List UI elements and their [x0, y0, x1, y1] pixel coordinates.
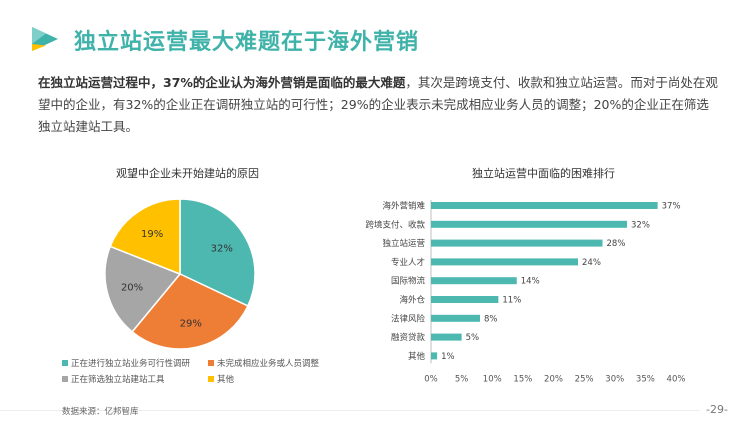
x-tick-label: 5% [455, 374, 469, 384]
bar-category-label: 其他 [408, 351, 426, 362]
legend-label: 正在筛选独立站建站工具 [71, 375, 165, 385]
legend-label: 正在进行独立站业务可行性调研 [71, 359, 191, 369]
x-tick-label: 15% [513, 374, 532, 384]
x-tick-label: 20% [544, 374, 563, 384]
pie-chart-title: 观望中企业未开始建站的原因 [116, 167, 259, 180]
bar [431, 296, 499, 303]
legend-swatch [208, 376, 214, 382]
bar [431, 352, 438, 360]
legend-label: 其他 [217, 375, 235, 385]
bar [431, 220, 627, 228]
bar-category-label: 海外仓 [399, 295, 425, 306]
legend-swatch [62, 360, 68, 366]
bar-value-label: 14% [521, 277, 540, 287]
bar-value-label: 5% [466, 333, 480, 343]
bar-value-label: 37% [662, 202, 681, 212]
legend-swatch [208, 360, 214, 366]
bar [431, 202, 658, 209]
legend-swatch [62, 376, 68, 382]
footer-divider [0, 410, 700, 411]
pie-slice-label: 19% [141, 229, 163, 240]
brand-logo-icon [32, 27, 58, 51]
x-tick-label: 35% [636, 374, 655, 384]
pie-chart: 32% 29% 20% 19% [104, 198, 256, 350]
bar [431, 277, 517, 285]
summary-bold-text: 在独立站运营过程中，37%的企业认为海外营销是面临的最大难题 [38, 75, 406, 90]
bar-category-label: 法律风险 [391, 313, 426, 324]
bar [431, 258, 578, 266]
pie-slice-label: 29% [180, 318, 202, 329]
bar-category-label: 融资贷款 [391, 332, 426, 343]
bar-value-label: 32% [631, 220, 650, 230]
x-tick-label: 40% [667, 374, 686, 384]
pie-legend-item: 未完成相应业务或人员调整 [208, 357, 319, 369]
bar-category-label: 专业人才 [391, 257, 425, 268]
summary-paragraph: 在独立站运营过程中，37%的企业认为海外营销是面临的最大难题，其次是跨境支付、收… [38, 72, 718, 138]
pie-slice-label: 20% [121, 282, 143, 293]
bar [431, 333, 462, 341]
bar-value-label: 8% [484, 314, 498, 324]
bar [431, 239, 603, 247]
pie-legend-item: 其他 [208, 373, 234, 385]
x-tick-label: 25% [575, 374, 594, 384]
bar-chart: 海外营销难 37% 跨境支付、收款 32% 独立站运营 28% 专业人才 24% 国际物流 14%… [365, 200, 686, 384]
x-tick-label: 0% [424, 374, 438, 384]
bar-category-label: 跨境支付、收款 [365, 219, 425, 230]
pie-legend-item: 正在进行独立站业务可行性调研 [62, 357, 190, 369]
bar-category-label: 独立站运营 [382, 238, 425, 249]
bar-value-label: 1% [441, 352, 455, 362]
bar-value-label: 11% [502, 296, 521, 306]
pie-slice [131, 273, 249, 350]
bar-value-label: 24% [582, 258, 601, 268]
page-title: 独立站运营最大难题在于海外营销 [74, 30, 420, 55]
summary-rest-text: ，其次是跨境支付、收款和独立站运营。而对于尚处在观望中的企业，有32%的企业正在… [38, 75, 718, 134]
pie-slice [179, 198, 256, 307]
pie-legend-item: 正在筛选独立站建站工具 [62, 373, 165, 385]
bar-category-label: 国际物流 [391, 276, 426, 287]
bar [431, 314, 480, 322]
x-tick-label: 30% [605, 374, 624, 384]
bar-chart-title: 独立站运营中面临的困难排行 [472, 167, 615, 180]
pie-slice [109, 198, 181, 276]
bar-value-label: 28% [607, 239, 626, 249]
data-source: 数据来源：亿邦智库 [62, 407, 139, 417]
pie-slice-label: 32% [211, 243, 233, 254]
x-tick-label: 10% [483, 374, 502, 384]
legend-label: 未完成相应业务或人员调整 [217, 359, 320, 369]
pie-slice [104, 245, 182, 333]
bar-category-label: 海外营销难 [382, 201, 425, 212]
page-number: -29- [706, 403, 728, 416]
